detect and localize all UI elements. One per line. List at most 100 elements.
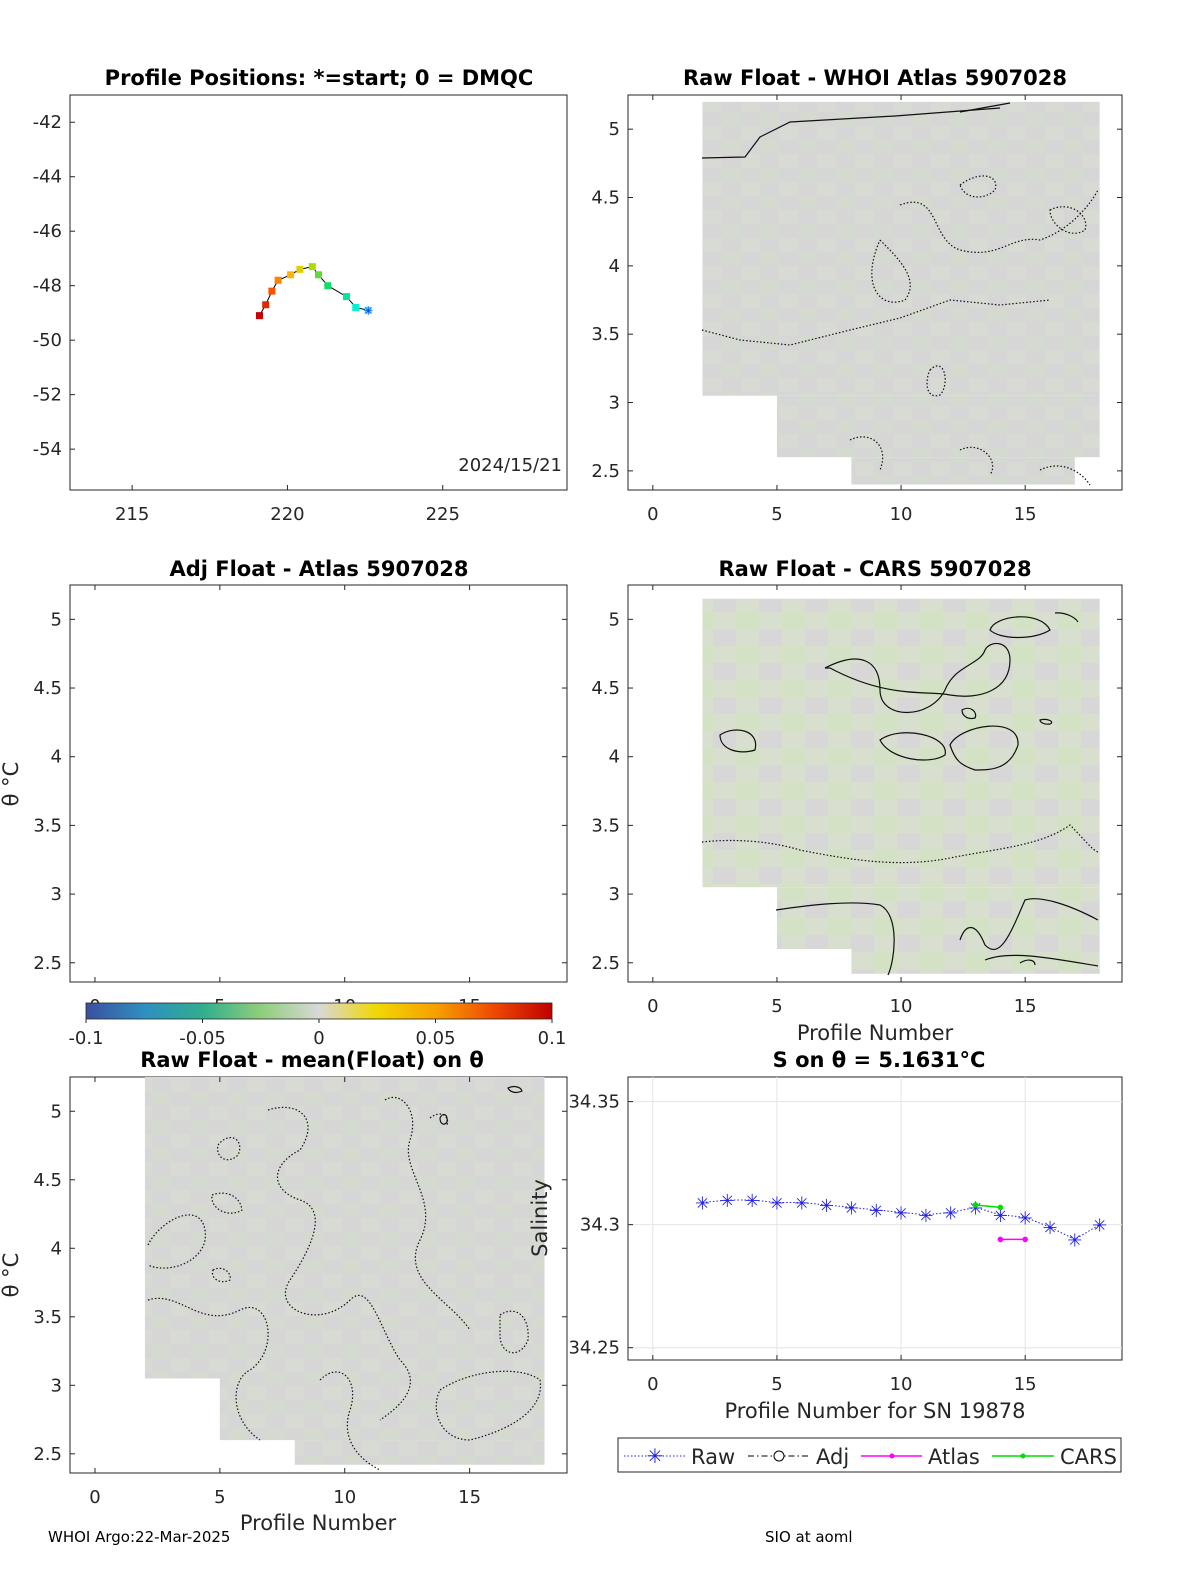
raw-marker-icon: ✳ bbox=[647, 1444, 664, 1468]
legend-cars-label: CARS bbox=[1060, 1445, 1117, 1469]
start-marker-icon: ✳ bbox=[363, 304, 373, 318]
whoi-ticks: 0 5 10 15 5 4.5 4 3.5 3 2.5 bbox=[591, 95, 1122, 525]
mean-title: Raw Float - mean(Float) on θ bbox=[140, 1048, 484, 1072]
y-tick-label: 3 bbox=[609, 393, 620, 414]
positions-panel: Profile Positions: *=start; 0 = DMQC 215… bbox=[33, 66, 568, 525]
raw-point: ✳ bbox=[844, 1198, 859, 1219]
x-tick-label: 15 bbox=[1014, 1374, 1037, 1395]
series-point-atlas bbox=[997, 1236, 1004, 1243]
y-tick-label: 4.5 bbox=[591, 678, 620, 699]
legend: ✳ Raw Adj Atlas CARS bbox=[617, 1437, 1122, 1473]
position-point bbox=[255, 312, 263, 320]
x-tick-label: 5 bbox=[771, 996, 782, 1017]
adj-title: Adj Float - Atlas 5907028 bbox=[169, 557, 468, 581]
raw-point: ✳ bbox=[794, 1194, 809, 1215]
heatmap-block bbox=[294, 1440, 545, 1465]
y-tick-label: 34.35 bbox=[568, 1092, 620, 1113]
x-tick-label: 5 bbox=[771, 504, 782, 525]
x-tick-label: 15 bbox=[1014, 504, 1037, 525]
mean-ticks: 0 5 10 15 5 4.5 4 3.5 3 2.5 bbox=[33, 1077, 567, 1508]
heatmap-block bbox=[851, 457, 1075, 485]
x-tick-label: 10 bbox=[890, 504, 913, 525]
colorbar-gradient bbox=[85, 1002, 553, 1020]
legend-box bbox=[617, 1437, 1122, 1473]
heatmap-block bbox=[702, 101, 1100, 396]
x-tick-label: 5 bbox=[214, 1487, 225, 1508]
legend-adj-label: Adj bbox=[816, 1445, 849, 1469]
whoi-panel: Raw Float - WHOI Atlas 5907028 0 5 10 15 5 4.… bbox=[591, 66, 1123, 525]
x-tick-label: 215 bbox=[115, 504, 149, 525]
legend-raw-label: Raw bbox=[691, 1445, 735, 1469]
raw-point: ✳ bbox=[745, 1191, 760, 1212]
x-tick-label: 220 bbox=[270, 504, 304, 525]
cars-panel: Raw Float - CARS 5907028 0 5 10 15 5 4.5 4 3.5 3… bbox=[591, 557, 1123, 1045]
y-tick-label: 34.25 bbox=[568, 1338, 620, 1359]
raw-point: ✳ bbox=[918, 1206, 933, 1227]
heatmap-block bbox=[776, 887, 1100, 950]
adj-axes bbox=[69, 584, 568, 983]
y-tick-label: 3.5 bbox=[33, 1307, 62, 1328]
raw-point: ✳ bbox=[993, 1206, 1008, 1227]
adj-ylabel: θ °C bbox=[0, 762, 23, 807]
x-tick-label: 15 bbox=[1014, 996, 1037, 1017]
salinity-grid bbox=[628, 1077, 1122, 1360]
y-tick-label: 2.5 bbox=[33, 953, 62, 974]
heatmap-block bbox=[144, 1077, 545, 1379]
raw-point: ✳ bbox=[819, 1196, 834, 1217]
legend-atlas: Atlas bbox=[861, 1445, 980, 1469]
raw-point: ✳ bbox=[695, 1194, 710, 1215]
y-tick-label: 2.5 bbox=[591, 953, 620, 974]
y-tick-label: -42 bbox=[33, 112, 62, 133]
salinity-title: S on θ = 5.1631°C bbox=[773, 1048, 986, 1072]
raw-point: ✳ bbox=[968, 1198, 983, 1219]
positions-axes bbox=[69, 94, 568, 491]
position-point bbox=[324, 282, 332, 290]
colorbar-tick-label: -0.1 bbox=[68, 1028, 103, 1049]
positions-track: ✳ bbox=[255, 263, 373, 320]
y-tick-label: 5 bbox=[609, 119, 620, 140]
x-tick-label: 0 bbox=[89, 1487, 100, 1508]
colorbar-tick-label: 0 bbox=[313, 1028, 324, 1049]
raw-point: ✳ bbox=[720, 1191, 735, 1212]
legend-cars: CARS bbox=[992, 1445, 1117, 1469]
series-point-cars bbox=[972, 1202, 979, 1208]
mean-panel: Raw Float - mean(Float) on θ 0 5 10 15 5 4.5 4… bbox=[0, 1048, 568, 1535]
position-point bbox=[268, 287, 276, 295]
cars-xlabel: Profile Number bbox=[797, 1021, 954, 1045]
colorbar: -0.1 -0.05 0 0.05 0.1 bbox=[68, 1002, 566, 1049]
salinity-ylabel: Salinity bbox=[528, 1179, 552, 1257]
whoi-title: Raw Float - WHOI Atlas 5907028 bbox=[683, 66, 1067, 90]
series-point-cars bbox=[997, 1204, 1004, 1211]
raw-point: ✳ bbox=[943, 1203, 958, 1224]
y-tick-label: 3 bbox=[51, 884, 62, 905]
x-tick-label: 10 bbox=[890, 996, 913, 1017]
footer-right: SIO at aoml bbox=[765, 1528, 853, 1546]
colorbar-tick-label: -0.05 bbox=[179, 1028, 226, 1049]
legend-raw: ✳ Raw bbox=[624, 1444, 735, 1469]
footer-left: WHOI Argo:22-Mar-2025 bbox=[48, 1528, 231, 1546]
x-tick-label: 0 bbox=[647, 504, 658, 525]
series-point-atlas bbox=[1022, 1236, 1028, 1243]
y-tick-label: -44 bbox=[33, 167, 62, 188]
x-tick-label: 225 bbox=[426, 504, 460, 525]
y-tick-label: -48 bbox=[33, 276, 62, 297]
heatmap-block bbox=[702, 598, 1100, 888]
x-tick-label: 10 bbox=[333, 1487, 356, 1508]
colorbar-ticks: -0.1 -0.05 0 0.05 0.1 bbox=[68, 1019, 566, 1049]
y-tick-label: -46 bbox=[33, 221, 62, 242]
salinity-series: ✳ ✳ ✳ ✳ ✳ ✳ ✳ ✳ ✳ ✳ ✳ ✳ ✳ ✳ ✳ ✳ ✳ bbox=[695, 1191, 1107, 1251]
raw-point: ✳ bbox=[1018, 1208, 1033, 1229]
x-tick-label: 15 bbox=[458, 1487, 481, 1508]
y-tick-label: 34.3 bbox=[580, 1215, 620, 1236]
cars-contours bbox=[701, 612, 1099, 976]
y-tick-label: 4 bbox=[609, 256, 620, 277]
y-tick-label: 3.5 bbox=[33, 815, 62, 836]
x-tick-label: 0 bbox=[647, 996, 658, 1017]
raw-point: ✳ bbox=[769, 1194, 784, 1215]
series-line-cars bbox=[975, 1204, 1001, 1209]
heatmap-block bbox=[219, 1378, 545, 1441]
position-point bbox=[352, 303, 360, 311]
position-point bbox=[308, 263, 316, 271]
salinity-ticks: 0 5 10 15 34.35 34.3 34.25 bbox=[568, 1092, 1036, 1395]
y-tick-label: 3.5 bbox=[591, 815, 620, 836]
